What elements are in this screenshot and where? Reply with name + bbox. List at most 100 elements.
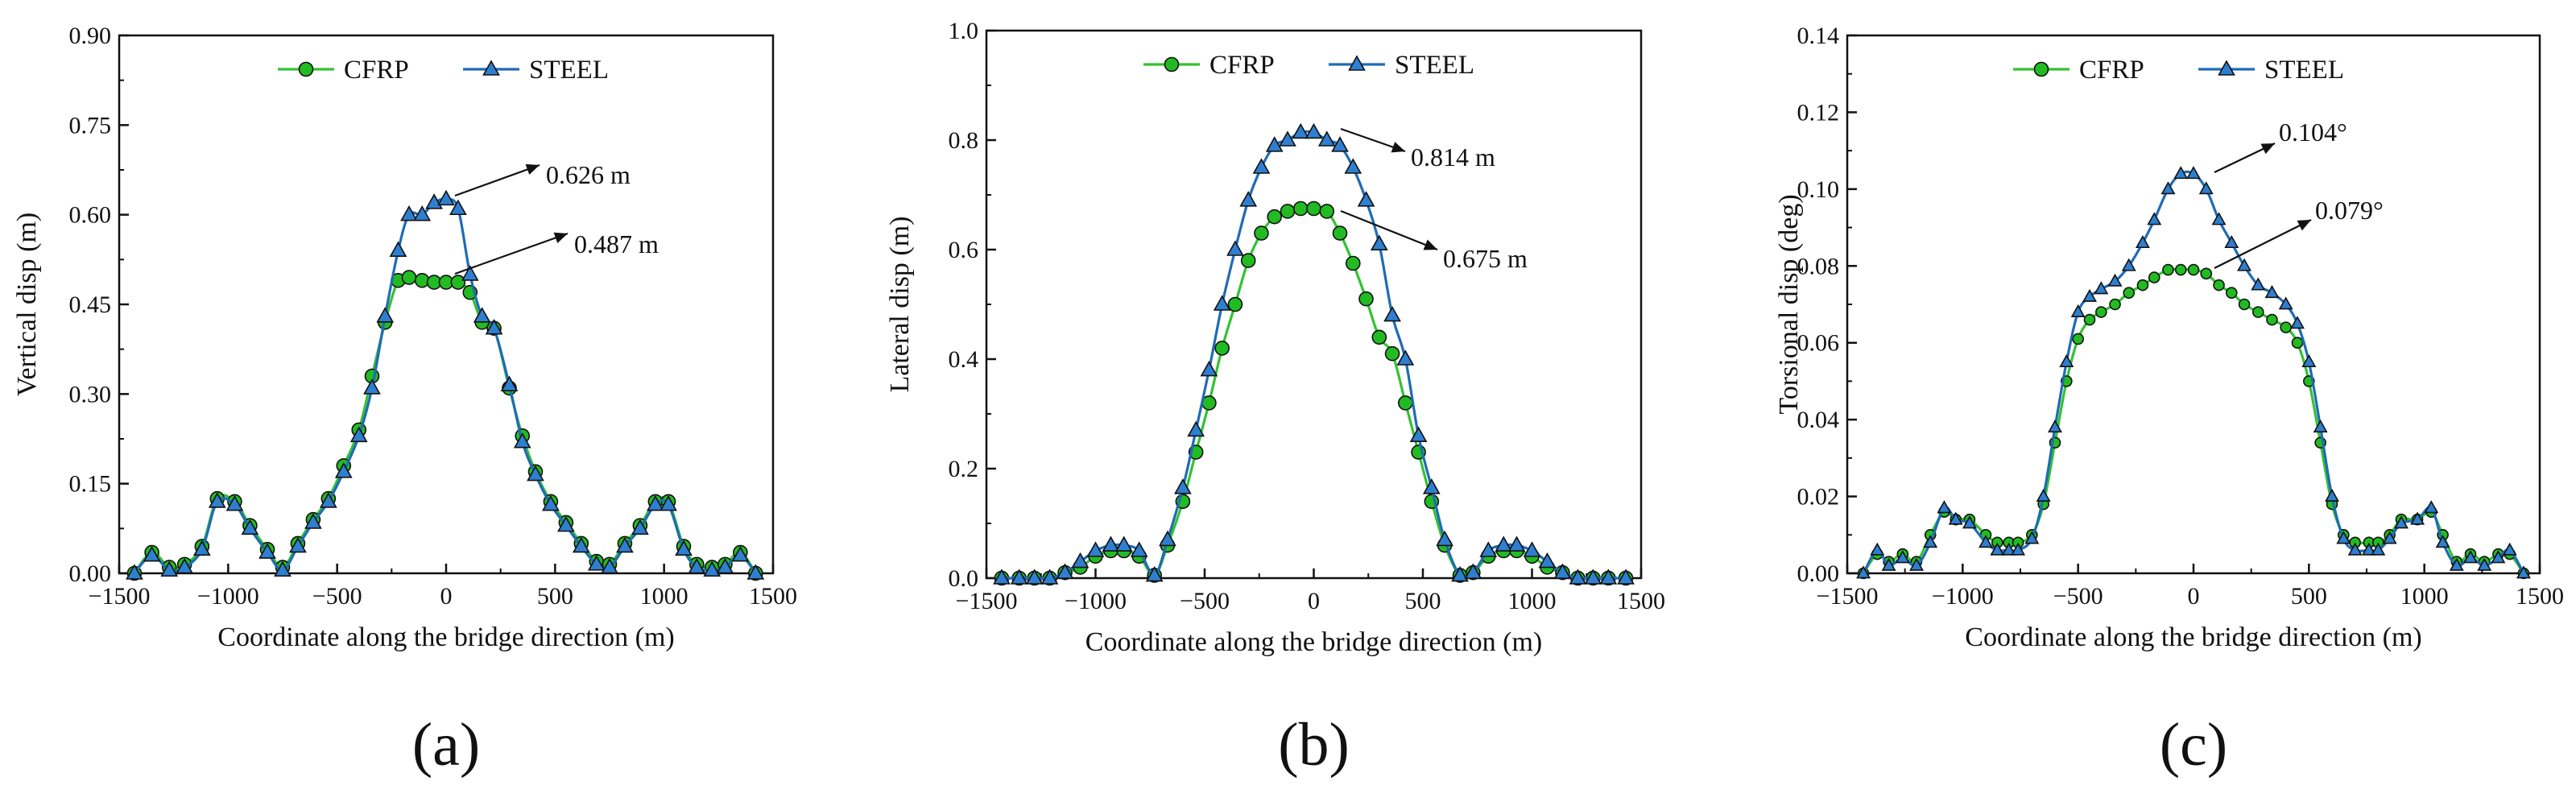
- data-point-steel: [2313, 420, 2328, 433]
- data-point-steel: [1979, 535, 1993, 548]
- y-tick-label: 0.02: [1797, 484, 1840, 510]
- data-point-steel: [1584, 568, 1602, 585]
- data-point-cfrp: [2148, 271, 2160, 283]
- data-point-cfrp: [2136, 279, 2149, 291]
- y-tick-label: 0.0: [949, 565, 979, 592]
- data-point-steel: [2516, 565, 2531, 579]
- data-point-cfrp: [1254, 225, 1269, 241]
- y-tick-label: 1.0: [949, 18, 979, 44]
- data-point-steel: [2048, 420, 2062, 433]
- data-point-steel: [1279, 130, 1296, 147]
- x-tick-label: 1500: [1617, 588, 1665, 614]
- data-point-steel: [527, 465, 544, 482]
- data-point-steel: [1213, 295, 1231, 311]
- data-point-cfrp: [1345, 255, 1361, 271]
- data-point-cfrp: [2123, 287, 2136, 299]
- data-point-steel: [1200, 360, 1218, 377]
- data-point-steel: [2121, 258, 2136, 271]
- data-point-steel: [1226, 240, 1244, 256]
- data-point-steel: [1305, 122, 1323, 139]
- legend-marker-steel: [2218, 60, 2235, 76]
- y-tick-label: 0.14: [1797, 23, 1840, 49]
- data-point-steel: [660, 495, 677, 511]
- y-tick-label: 0.00: [69, 560, 112, 587]
- data-point-steel: [1396, 349, 1415, 366]
- data-point-steel: [143, 546, 161, 562]
- data-point-cfrp: [450, 275, 466, 290]
- data-point-steel: [2173, 166, 2189, 180]
- y-tick-label: 0.10: [1797, 176, 1840, 203]
- data-point-steel: [1174, 478, 1192, 494]
- data-point-cfrp: [1384, 345, 1400, 362]
- data-point-cfrp: [2200, 267, 2213, 280]
- data-point-steel: [1507, 535, 1526, 552]
- chart-panel-2: −1500 −1000 −500 0 500 1000 1500 0.0 0.2 0.4 0.6 0.…: [885, 18, 1665, 779]
- data-point-steel: [631, 519, 649, 535]
- data-point-steel: [1370, 234, 1388, 250]
- data-point-steel: [2502, 542, 2517, 556]
- x-tick-label: 0: [1308, 588, 1320, 614]
- y-tick-label: 0.15: [69, 471, 112, 498]
- data-point-steel: [1025, 568, 1044, 585]
- x-tick-label: 1000: [1508, 588, 1557, 614]
- data-point-steel: [126, 564, 143, 580]
- annotation-label: 0.487 m: [574, 229, 659, 258]
- data-point-steel: [1479, 541, 1498, 557]
- x-tick-label: −1500: [89, 583, 151, 610]
- annotation-arrow-head: [525, 163, 540, 176]
- x-tick-label: 1500: [2516, 583, 2564, 610]
- x-tick-label: −500: [312, 583, 362, 610]
- y-tick-label: 0.12: [1797, 99, 1840, 126]
- data-point-steel: [2186, 166, 2201, 180]
- annotation: 0.814 m: [1340, 127, 1495, 172]
- x-tick-label: 500: [2291, 583, 2327, 610]
- data-point-steel: [2070, 304, 2086, 317]
- data-point-steel: [1870, 542, 1885, 556]
- data-point-steel: [1881, 557, 1896, 571]
- data-point-steel: [1451, 565, 1469, 582]
- data-point-steel: [2237, 258, 2252, 271]
- series-markers-steel: [126, 189, 765, 580]
- data-point-steel: [703, 560, 722, 577]
- data-point-steel: [1071, 552, 1090, 568]
- annotation-label: 0.814 m: [1411, 143, 1495, 172]
- legend-marker-steel: [482, 60, 500, 76]
- data-point-cfrp: [2162, 263, 2174, 276]
- data-point-steel: [400, 205, 418, 221]
- data-point-cfrp: [1358, 291, 1374, 307]
- data-point-steel: [601, 557, 618, 574]
- annotation-arrow-line: [2214, 219, 2312, 269]
- data-point-steel: [1292, 122, 1310, 139]
- series-markers-cfrp: [126, 270, 763, 581]
- y-tick-label: 0.90: [69, 23, 112, 49]
- data-point-cfrp: [2109, 298, 2121, 311]
- annotation: 0.487 m: [454, 229, 659, 275]
- data-point-steel: [1010, 568, 1028, 585]
- y-tick-label: 0.2: [949, 456, 979, 482]
- data-point-steel: [2290, 316, 2305, 329]
- legend-marker-cfrp: [1164, 56, 1180, 72]
- panel-label: (c): [2160, 711, 2227, 779]
- plot-frame: [1846, 34, 2541, 575]
- data-point-steel: [1102, 535, 1120, 552]
- legend: CFRP STEEL: [2013, 56, 2344, 85]
- data-point-steel: [349, 426, 368, 443]
- data-point-cfrp: [1267, 209, 1283, 225]
- data-point-steel: [1909, 557, 1924, 571]
- data-point-steel: [1383, 305, 1401, 322]
- data-point-steel: [2211, 212, 2227, 225]
- annotation-arrow-head: [553, 232, 568, 243]
- data-point-steel: [1252, 158, 1271, 174]
- data-point-cfrp: [2072, 333, 2084, 345]
- annotation-label: 0.104°: [2279, 118, 2347, 147]
- data-point-steel: [1357, 191, 1375, 207]
- data-point-steel: [2059, 353, 2074, 367]
- data-point-steel: [2410, 511, 2425, 525]
- data-point-steel: [485, 319, 503, 335]
- x-axis-label: Coordinate along the bridge direction (m…: [1965, 622, 2421, 652]
- data-point-steel: [1130, 541, 1148, 557]
- data-point-steel: [241, 519, 259, 535]
- x-axis-label: Coordinate along the bridge direction (m…: [217, 622, 674, 652]
- data-point-steel: [1159, 530, 1176, 547]
- annotation-label: 0.675 m: [1443, 244, 1528, 273]
